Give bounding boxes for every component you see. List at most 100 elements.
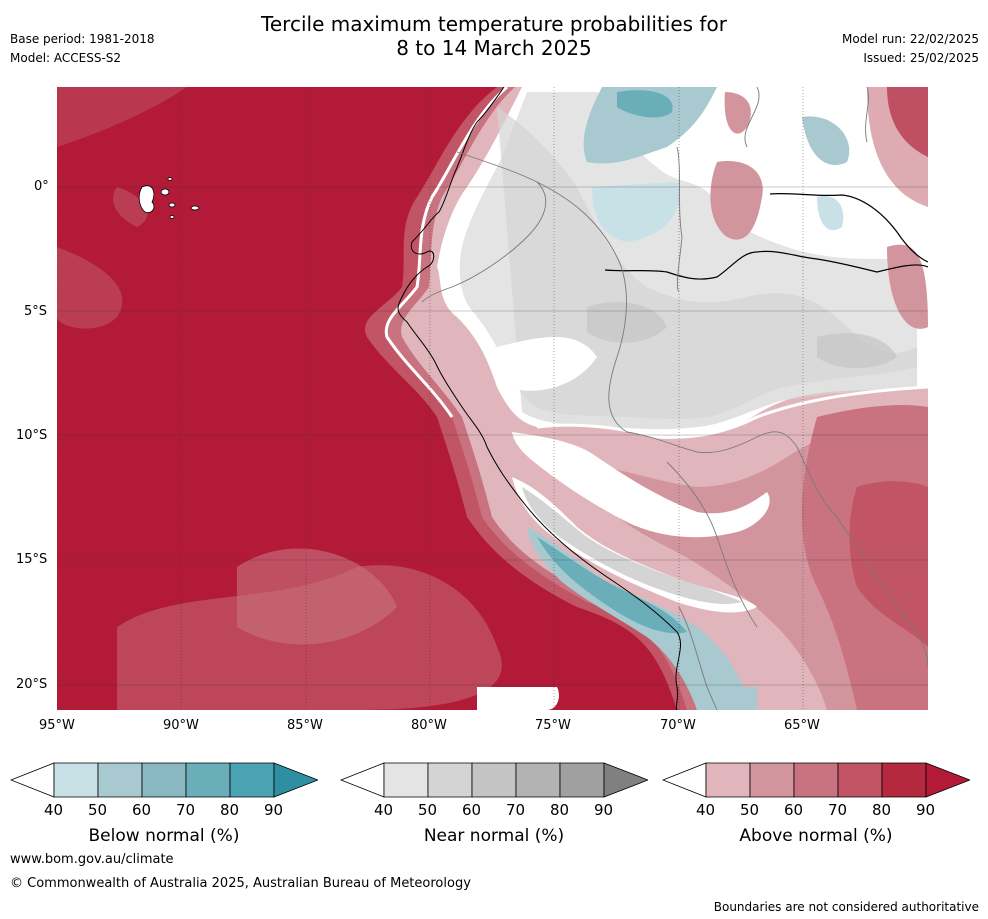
near-normal-white-patch [497,337,597,391]
country-borders [421,87,928,710]
lat-label-20s: 20°S [16,677,48,692]
river [769,192,928,263]
footer-url[interactable]: www.bom.gov.au/climate [10,852,174,867]
colorbar-tick-label: 70 [828,801,848,819]
above-normal-patch [887,244,928,329]
category-boundary [536,385,928,439]
category-boundary [384,87,508,418]
colorbar-tick-label: 50 [740,801,760,819]
colorbar-swatch [881,762,927,798]
colorbar-swatch [383,762,429,798]
colorbar-tick-label: 50 [88,801,108,819]
lon-label-95w: 95°W [39,718,75,733]
amazon-river [604,250,928,280]
colorbar-tick-label: 60 [462,801,482,819]
title-line-1: Tercile maximum temperature probabilitie… [261,12,727,36]
lon-label-90w: 90°W [163,718,199,733]
near-normal-60-area [497,107,917,430]
probability-map [57,87,928,710]
lon-label-80w: 80°W [411,718,447,733]
colorbar-below-normal-swatches [9,762,320,798]
colorbar-swatch [559,762,605,798]
legend-title-above-normal: Above normal (%) [739,826,893,846]
colorbar-extend-high [273,762,320,798]
above-normal-80-area [849,481,928,647]
below-normal-patch [617,90,673,118]
above-normal-patch [724,92,751,134]
lat-label-10s: 10°S [16,428,48,443]
ocean-patch [57,247,123,329]
colorbar-swatch [141,762,187,798]
below-normal-patch [592,182,680,242]
lat-label-0: 0° [34,179,49,194]
map-panel [57,87,928,710]
base-period: Base period: 1981-2018 [10,32,155,46]
coastline [397,87,682,710]
colorbar-below-normal [9,762,320,802]
colorbar-swatch [53,762,99,798]
below-normal-patch [817,196,844,231]
latitude-gridlines [57,186,928,686]
colorbar-swatch [749,762,795,798]
near-normal-70-patch [587,302,667,343]
colorbar-swatch [471,762,517,798]
colorbar-swatch [837,762,883,798]
near-normal-70-patch [817,333,897,369]
galapagos-islands [138,177,200,219]
colorbar-swatch [427,762,473,798]
below-normal-patch [802,116,850,165]
colorbar-tick-label: 90 [594,801,614,819]
colorbar-extend-high [603,762,650,798]
below-normal-strip [537,537,687,634]
colorbar-tick-label: 40 [44,801,64,819]
colorbar-near-normal-swatches [339,762,650,798]
colorbar-near-normal [339,762,650,802]
above-normal-patch [867,87,928,207]
colorbar-swatch [229,762,275,798]
title-line-2: 8 to 14 March 2025 [396,36,592,60]
colorbar-tick-label: 50 [418,801,438,819]
colorbar-above-normal-swatches [661,762,972,798]
colorbar-tick-label: 90 [264,801,284,819]
colorbar-tick-label: 80 [872,801,892,819]
footer-copyright: © Commonwealth of Australia 2025, Austra… [10,876,471,891]
colorbar-tick-label: 40 [374,801,394,819]
model-name: Model: ACCESS-S2 [10,51,122,65]
galapagos-halo [113,187,148,227]
lon-label-70w: 70°W [660,718,696,733]
colorbar-extend-low [339,762,385,798]
near-normal-patch [477,687,559,710]
colorbar-swatch [185,762,231,798]
ocean-patch [237,548,397,645]
colorbar-tick-label: 70 [506,801,526,819]
colorbar-extend-low [661,762,707,798]
legend-title-near-normal: Near normal (%) [423,826,565,846]
colorbar-tick-label: 80 [220,801,240,819]
lat-label-15s: 15°S [16,552,48,567]
colorbar-extend-high [925,762,972,798]
model-run: Model run: 22/02/2025 [841,32,979,46]
colorbar-above-normal [661,762,972,802]
lon-label-75w: 75°W [535,718,571,733]
near-normal-40-strip [512,432,770,538]
below-normal-patch [697,687,757,710]
colorbar-swatch [97,762,143,798]
lon-label-65w: 65°W [784,718,820,733]
issued-date: Issued: 25/02/2025 [863,51,979,65]
colorbar-tick-label: 80 [550,801,570,819]
ocean-patch [57,87,187,147]
above-normal-patch [710,161,763,240]
colorbar-tick-label: 90 [916,801,936,819]
colorbar-extend-low [9,762,55,798]
footer-disclaimer: Boundaries are not considered authoritat… [713,900,979,914]
colorbar-swatch [515,762,561,798]
legend-title-below-normal: Below normal (%) [88,826,240,846]
colorbar-tick-label: 70 [176,801,196,819]
lon-label-85w: 85°W [287,718,323,733]
chart-title: Tercile maximum temperature probabilitie… [0,12,988,60]
colorbar-swatch [793,762,839,798]
colorbar-tick-label: 40 [696,801,716,819]
lat-label-5s: 5°S [24,304,48,319]
longitude-gridlines [57,87,804,710]
colorbar-tick-label: 60 [784,801,804,819]
